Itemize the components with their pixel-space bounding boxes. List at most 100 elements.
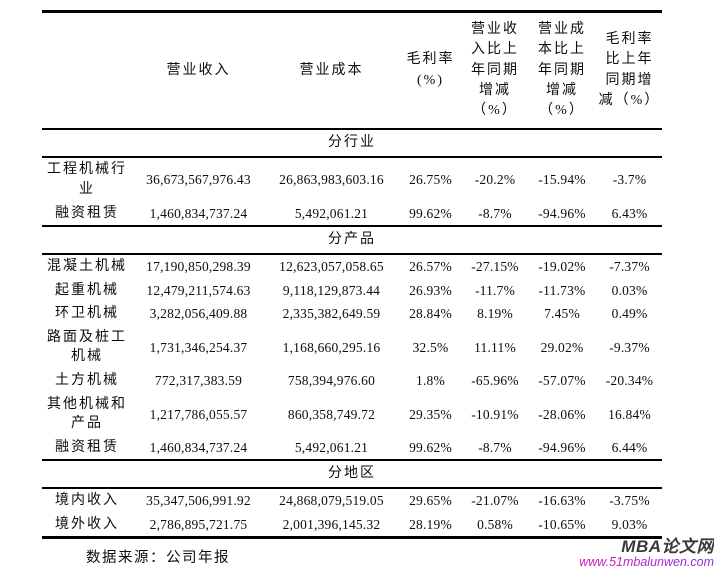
cell-margin-yoy: -3.75%	[609, 493, 650, 509]
cell-cost: 5,492,061.21	[265, 435, 398, 462]
col-header-cost-yoy-change: 营业成 本比上 年同期 增减 （%）	[527, 11, 597, 131]
row-label: 境内收入	[55, 493, 119, 509]
watermark-site-url: www.51mbalunwen.com	[579, 555, 714, 570]
cell-gross-margin: 1.8%	[416, 373, 445, 389]
cell-revenue-yoy: -21.07%	[471, 493, 519, 509]
cell-revenue: 17,190,850,298.39	[146, 259, 251, 275]
row-label: 其他机械和产品	[47, 396, 127, 432]
table-row: 境外收入 2,786,895,721.75 2,001,396,145.32 2…	[42, 513, 662, 538]
cell-cost: 860,358,749.72	[287, 406, 376, 422]
section-title: 分产品	[42, 226, 662, 256]
cell-revenue-yoy: 0.58%	[477, 517, 513, 533]
cell-cost: 24,868,079,519.05	[279, 493, 384, 509]
cell-margin-yoy: 6.44%	[597, 435, 662, 462]
cell-margin-yoy: 16.84%	[608, 406, 651, 422]
cell-revenue-yoy: -27.15%	[471, 259, 519, 275]
cell-revenue: 1,217,786,055.57	[149, 406, 248, 422]
watermark: MBA论文网 www.51mbalunwen.com	[579, 536, 714, 570]
table-row: 环卫机械 3,282,056,409.88 2,335,382,649.59 2…	[42, 302, 662, 326]
table-row: 工程机械行业 36,673,567,976.43 26,863,983,603.…	[42, 157, 662, 201]
table-row: 融资租赁 1,460,834,737.24 5,492,061.21 99.62…	[42, 201, 662, 228]
cell-revenue-yoy: -11.7%	[474, 282, 516, 298]
cell-gross-margin: 26.57%	[409, 259, 452, 275]
cell-gross-margin: 29.65%	[409, 493, 452, 509]
cell-gross-margin: 32.5%	[412, 339, 449, 355]
cell-margin-yoy: 9.03%	[611, 517, 648, 533]
row-label: 融资租赁	[42, 201, 132, 228]
cell-revenue: 772,317,383.59	[154, 373, 243, 389]
cell-cost: 2,001,396,145.32	[282, 517, 381, 533]
cell-gross-margin: 29.35%	[409, 406, 452, 422]
table-row: 其他机械和产品 1,217,786,055.57 860,358,749.72 …	[42, 393, 662, 436]
cell-cost: 1,168,660,295.16	[282, 339, 381, 355]
cell-cost-yoy: -94.96%	[527, 201, 597, 228]
cell-revenue-yoy: -8.7%	[463, 201, 527, 228]
col-header-revenue-yoy-change: 营业收 入比上 年同期 增减 （%）	[463, 11, 527, 131]
cell-revenue: 2,786,895,721.75	[149, 517, 248, 533]
row-label: 混凝土机械	[47, 259, 127, 275]
cell-revenue-yoy: -8.7%	[463, 435, 527, 462]
cell-margin-yoy: -3.7%	[612, 172, 647, 188]
cell-cost-yoy: -19.02%	[538, 259, 586, 275]
cell-revenue: 12,479,211,574.63	[146, 282, 251, 298]
cell-gross-margin: 26.93%	[409, 282, 452, 298]
cell-margin-yoy: -9.37%	[609, 339, 650, 355]
row-label: 融资租赁	[42, 435, 132, 462]
cell-revenue: 1,460,834,737.24	[132, 201, 265, 228]
table-row: 境内收入 35,347,506,991.92 24,868,079,519.05…	[42, 488, 662, 513]
cell-cost: 5,492,061.21	[265, 201, 398, 228]
cell-revenue-yoy: -20.2%	[474, 172, 516, 188]
row-label: 环卫机械	[55, 306, 119, 322]
segment-table: 营业收入 营业成本 毛利率 (%) 营业收 入比上 年同期 增减 （%） 营业成…	[42, 10, 662, 540]
col-header-cost: 营业成本	[265, 11, 398, 131]
cell-cost-yoy: 7.45%	[544, 306, 580, 322]
cell-revenue: 35,347,506,991.92	[146, 493, 251, 509]
cell-margin-yoy: 6.43%	[597, 201, 662, 228]
col-header-gross-margin: 毛利率 (%)	[398, 11, 463, 131]
cell-revenue-yoy: -65.96%	[471, 373, 519, 389]
watermark-site-name: MBA论文网	[621, 536, 714, 556]
cell-cost-yoy: -57.07%	[538, 373, 586, 389]
cell-margin-yoy: 0.03%	[611, 282, 648, 298]
cell-gross-margin: 99.62%	[398, 201, 463, 228]
cell-cost-yoy: 29.02%	[540, 339, 584, 355]
col-header-empty	[42, 11, 132, 131]
col-header-margin-yoy-change: 毛利率 比上年 同期增 减（%）	[597, 11, 662, 131]
header-row: 营业收入 营业成本 毛利率 (%) 营业收 入比上 年同期 增减 （%） 营业成…	[42, 11, 662, 131]
cell-revenue: 1,731,346,254.37	[149, 339, 248, 355]
section-title: 分行业	[42, 129, 662, 159]
segment-financial-table: 营业收入 营业成本 毛利率 (%) 营业收 入比上 年同期 增减 （%） 营业成…	[42, 10, 662, 567]
cell-margin-yoy: 0.49%	[611, 306, 648, 322]
cell-cost-yoy: -15.94%	[538, 172, 586, 188]
cell-revenue: 36,673,567,976.43	[146, 172, 251, 188]
cell-cost-yoy: -10.65%	[538, 517, 586, 533]
cell-gross-margin: 28.84%	[409, 306, 452, 322]
cell-cost: 758,394,976.60	[287, 373, 376, 389]
cell-revenue-yoy: 11.11%	[474, 339, 516, 355]
row-label: 起重机械	[55, 282, 119, 298]
table-row: 起重机械 12,479,211,574.63 9,118,129,873.44 …	[42, 279, 662, 303]
cell-gross-margin: 26.75%	[409, 172, 452, 188]
cell-revenue: 1,460,834,737.24	[132, 435, 265, 462]
row-label: 境外收入	[55, 516, 119, 532]
section-header-by-industry: 分行业	[42, 129, 662, 159]
section-header-by-product: 分产品	[42, 226, 662, 256]
table-row: 土方机械 772,317,383.59 758,394,976.60 1.8% …	[42, 369, 662, 393]
cell-margin-yoy: -20.34%	[605, 373, 654, 389]
row-label: 工程机械行业	[47, 162, 127, 197]
row-label: 路面及桩工机械	[47, 329, 127, 365]
cell-margin-yoy: -7.37%	[609, 259, 650, 275]
col-header-revenue: 营业收入	[132, 11, 265, 131]
cell-cost-yoy: -11.73%	[538, 282, 586, 298]
table-row: 路面及桩工机械 1,731,346,254.37 1,168,660,295.1…	[42, 326, 662, 369]
cell-cost: 2,335,382,649.59	[282, 306, 381, 322]
cell-cost: 12,623,057,058.65	[279, 259, 384, 275]
table-row: 融资租赁 1,460,834,737.24 5,492,061.21 99.62…	[42, 435, 662, 462]
cell-gross-margin: 99.62%	[398, 435, 463, 462]
cell-revenue-yoy: -10.91%	[471, 406, 519, 422]
cell-revenue-yoy: 8.19%	[477, 306, 513, 322]
cell-cost-yoy: -16.63%	[538, 493, 586, 509]
cell-cost: 26,863,983,603.16	[279, 172, 384, 188]
data-source-note: 数据来源：公司年报	[86, 550, 230, 567]
table-row: 混凝土机械 17,190,850,298.39 12,623,057,058.6…	[42, 254, 662, 279]
